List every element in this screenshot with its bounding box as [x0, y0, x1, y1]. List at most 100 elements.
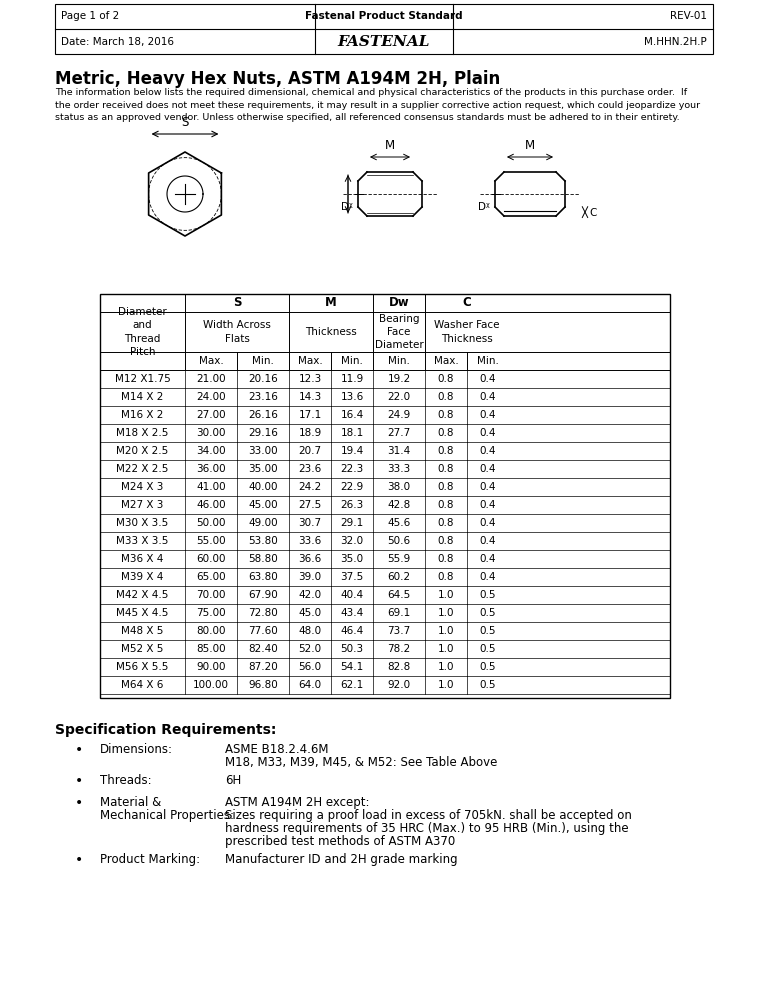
Text: 6H: 6H	[225, 774, 241, 787]
Text: 20.7: 20.7	[299, 446, 322, 456]
Text: Bearing
Face
Diameter: Bearing Face Diameter	[375, 314, 423, 350]
Text: 0.8: 0.8	[438, 518, 454, 528]
Text: 78.2: 78.2	[387, 644, 411, 654]
Text: •: •	[75, 796, 83, 810]
Text: 0.8: 0.8	[438, 428, 454, 438]
Text: 22.0: 22.0	[387, 392, 411, 402]
Text: 24.9: 24.9	[387, 410, 411, 420]
Text: 30.7: 30.7	[299, 518, 322, 528]
Text: Dᵡ: Dᵡ	[341, 202, 353, 212]
Text: Width Across
Flats: Width Across Flats	[203, 320, 271, 344]
Text: 0.8: 0.8	[438, 392, 454, 402]
Text: 0.4: 0.4	[480, 554, 496, 564]
Text: 35.00: 35.00	[248, 464, 278, 474]
Text: 27.00: 27.00	[196, 410, 226, 420]
Text: M42 X 4.5: M42 X 4.5	[116, 590, 169, 600]
Text: ASME B18.2.4.6M: ASME B18.2.4.6M	[225, 743, 329, 756]
Text: 0.8: 0.8	[438, 572, 454, 582]
Text: 77.60: 77.60	[248, 626, 278, 636]
Text: ASTM A194M 2H except:: ASTM A194M 2H except:	[225, 796, 369, 809]
Text: 0.5: 0.5	[480, 644, 496, 654]
Text: 0.8: 0.8	[438, 482, 454, 492]
Text: 18.1: 18.1	[340, 428, 363, 438]
Text: •: •	[75, 853, 83, 867]
Text: M18, M33, M39, M45, & M52: See Table Above: M18, M33, M39, M45, & M52: See Table Abo…	[225, 756, 498, 769]
Text: 82.8: 82.8	[387, 662, 411, 672]
Text: 45.0: 45.0	[299, 608, 322, 618]
Text: prescribed test methods of ASTM A370: prescribed test methods of ASTM A370	[225, 835, 455, 848]
Text: 62.1: 62.1	[340, 680, 363, 690]
Text: M45 X 4.5: M45 X 4.5	[116, 608, 169, 618]
Text: 36.6: 36.6	[299, 554, 322, 564]
Text: 1.0: 1.0	[438, 662, 454, 672]
Text: 32.0: 32.0	[340, 536, 363, 546]
Text: Dw: Dw	[389, 296, 409, 309]
Text: Dᵡ: Dᵡ	[478, 202, 490, 212]
Text: •: •	[75, 774, 83, 788]
Text: 21.00: 21.00	[196, 374, 226, 384]
Text: 67.90: 67.90	[248, 590, 278, 600]
Text: 90.00: 90.00	[197, 662, 226, 672]
Text: 50.3: 50.3	[340, 644, 363, 654]
Text: 58.80: 58.80	[248, 554, 278, 564]
Text: 54.1: 54.1	[340, 662, 363, 672]
Text: 65.00: 65.00	[196, 572, 226, 582]
Text: 22.3: 22.3	[340, 464, 363, 474]
Text: REV-01: REV-01	[670, 11, 707, 21]
Text: 0.8: 0.8	[438, 554, 454, 564]
Text: 19.2: 19.2	[387, 374, 411, 384]
Text: C: C	[589, 209, 597, 219]
Text: 63.80: 63.80	[248, 572, 278, 582]
Text: 24.00: 24.00	[196, 392, 226, 402]
Text: 1.0: 1.0	[438, 680, 454, 690]
Text: 1.0: 1.0	[438, 644, 454, 654]
Text: Min.: Min.	[252, 356, 274, 366]
Text: Min.: Min.	[341, 356, 363, 366]
Text: 73.7: 73.7	[387, 626, 411, 636]
Text: 24.2: 24.2	[299, 482, 322, 492]
Text: 49.00: 49.00	[248, 518, 278, 528]
Text: 27.7: 27.7	[387, 428, 411, 438]
Text: Metric, Heavy Hex Nuts, ASTM A194M 2H, Plain: Metric, Heavy Hex Nuts, ASTM A194M 2H, P…	[55, 70, 500, 88]
Text: C: C	[462, 296, 472, 309]
Text: 50.00: 50.00	[197, 518, 226, 528]
Text: 0.4: 0.4	[480, 518, 496, 528]
Text: 27.5: 27.5	[299, 500, 322, 510]
Text: 0.4: 0.4	[480, 428, 496, 438]
Text: 0.5: 0.5	[480, 608, 496, 618]
Text: 39.0: 39.0	[299, 572, 322, 582]
Text: 40.4: 40.4	[340, 590, 363, 600]
Text: 14.3: 14.3	[299, 392, 322, 402]
Text: 0.8: 0.8	[438, 446, 454, 456]
Text: M.HHN.2H.P: M.HHN.2H.P	[644, 37, 707, 47]
Text: 22.9: 22.9	[340, 482, 363, 492]
Text: 40.00: 40.00	[248, 482, 278, 492]
Text: S: S	[233, 296, 241, 309]
Text: 55.00: 55.00	[196, 536, 226, 546]
Text: 55.9: 55.9	[387, 554, 411, 564]
Text: 45.00: 45.00	[248, 500, 278, 510]
Text: 16.4: 16.4	[340, 410, 363, 420]
Text: Specification Requirements:: Specification Requirements:	[55, 723, 276, 737]
Text: 0.5: 0.5	[480, 662, 496, 672]
Text: M16 X 2: M16 X 2	[121, 410, 164, 420]
Text: 85.00: 85.00	[196, 644, 226, 654]
Text: 53.80: 53.80	[248, 536, 278, 546]
Text: M12 X1.75: M12 X1.75	[114, 374, 170, 384]
Text: 0.8: 0.8	[438, 374, 454, 384]
Text: Dimensions:: Dimensions:	[100, 743, 173, 756]
Text: 0.4: 0.4	[480, 374, 496, 384]
Text: M: M	[385, 139, 395, 152]
Text: Product Marking:: Product Marking:	[100, 853, 200, 866]
Text: 33.6: 33.6	[299, 536, 322, 546]
Text: Max.: Max.	[298, 356, 323, 366]
Text: 0.5: 0.5	[480, 680, 496, 690]
Text: 69.1: 69.1	[387, 608, 411, 618]
Text: The information below lists the required dimensional, chemical and physical char: The information below lists the required…	[55, 88, 700, 122]
Text: 37.5: 37.5	[340, 572, 363, 582]
Text: 41.00: 41.00	[196, 482, 226, 492]
Text: FASTENAL: FASTENAL	[338, 35, 430, 49]
Text: Min.: Min.	[477, 356, 499, 366]
Text: M39 X 4: M39 X 4	[121, 572, 164, 582]
Text: 92.0: 92.0	[387, 680, 411, 690]
